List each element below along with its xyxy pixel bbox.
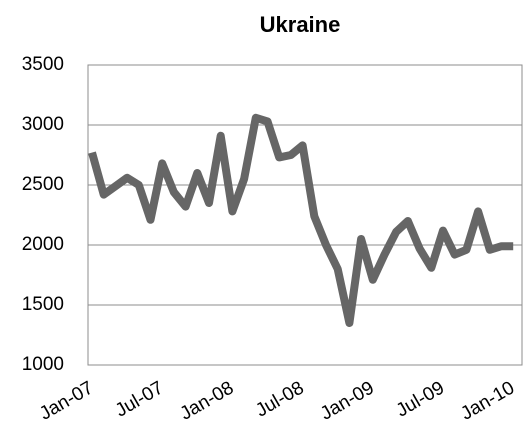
chart-title: Ukraine: [260, 12, 341, 37]
plot-border: [87, 64, 523, 366]
y-tick-label: 3000: [22, 114, 64, 135]
x-tick-label: Jan-10: [457, 377, 518, 424]
x-tick-label: Jan-09: [317, 377, 378, 424]
y-tick-label: 3500: [22, 54, 64, 75]
data-line: [88, 113, 514, 327]
x-tick-label: Jan-08: [177, 377, 238, 424]
x-tick-label: Jul-07: [112, 377, 167, 421]
y-tick-label: 1500: [22, 294, 64, 315]
y-tick-label: 1000: [22, 354, 64, 375]
x-tick-label: Jul-08: [252, 377, 307, 421]
y-tick-label: 2000: [22, 234, 64, 255]
x-tick-label: Jan-07: [36, 377, 97, 424]
x-tick-label: Jul-09: [393, 377, 448, 421]
y-tick-label: 2500: [22, 174, 64, 195]
